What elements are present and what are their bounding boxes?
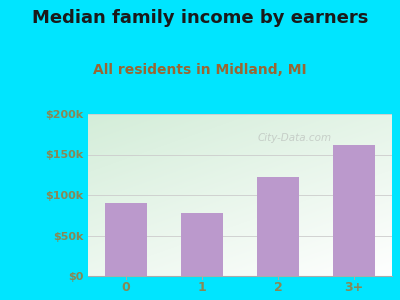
Text: City-Data.com: City-Data.com xyxy=(258,133,332,143)
Bar xyxy=(333,145,375,276)
Bar xyxy=(105,203,147,276)
Text: Median family income by earners: Median family income by earners xyxy=(32,9,368,27)
Bar xyxy=(257,177,299,276)
Bar xyxy=(181,213,223,276)
Text: All residents in Midland, MI: All residents in Midland, MI xyxy=(93,63,307,77)
